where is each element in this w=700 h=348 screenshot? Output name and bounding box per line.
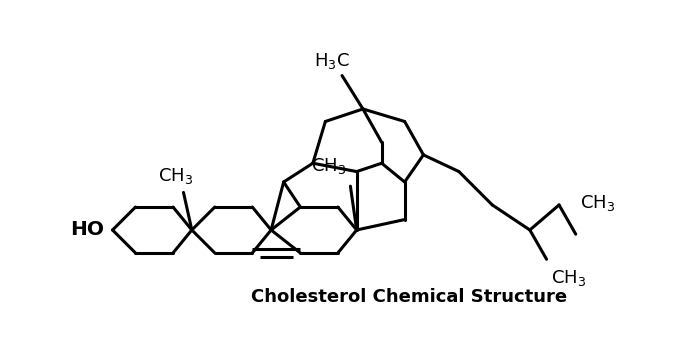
Text: HO: HO — [70, 221, 104, 239]
Text: Cholesterol Chemical Structure: Cholesterol Chemical Structure — [251, 288, 567, 306]
Text: H$_3$C: H$_3$C — [314, 52, 349, 71]
Text: CH$_3$: CH$_3$ — [551, 268, 586, 287]
Text: CH$_3$: CH$_3$ — [311, 156, 346, 176]
Text: CH$_3$: CH$_3$ — [580, 193, 615, 213]
Text: CH$_3$: CH$_3$ — [158, 166, 192, 186]
